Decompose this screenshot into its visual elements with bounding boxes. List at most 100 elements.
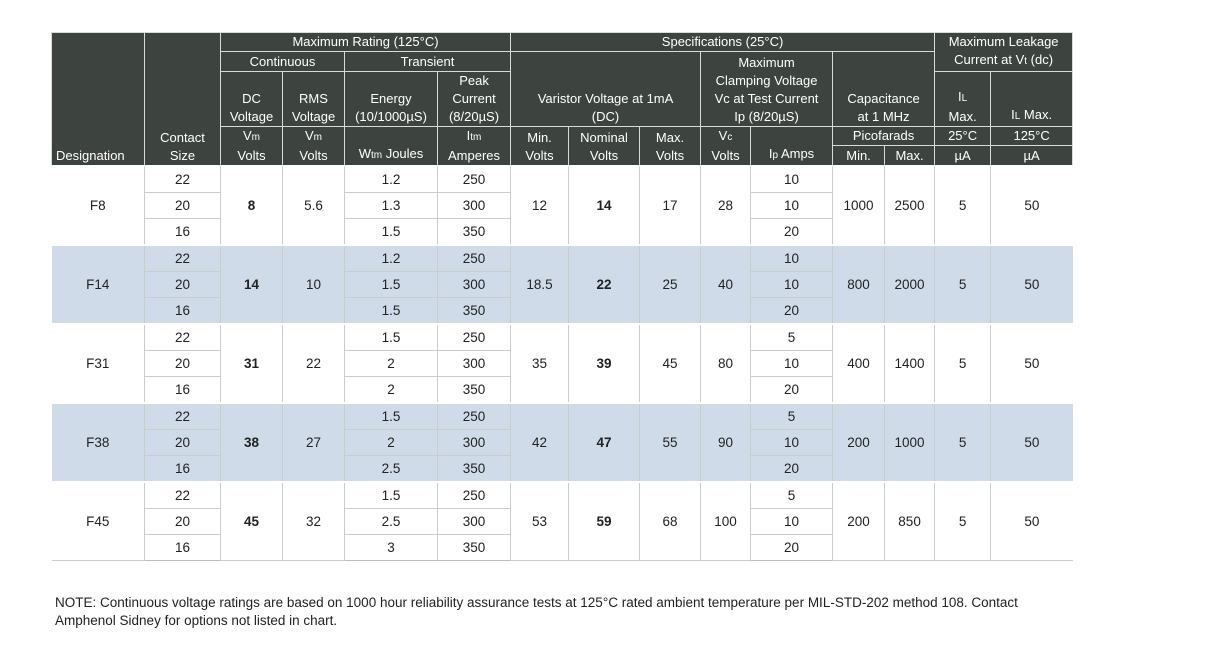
cell-contact-size: 20 bbox=[144, 429, 221, 456]
cell-peak-current: 300 bbox=[436, 192, 512, 219]
cell-ip-amps: 20 bbox=[750, 297, 833, 325]
cell-cap-min: 800 bbox=[832, 244, 886, 325]
cell-energy: 2 bbox=[344, 429, 438, 456]
cell-energy: 2.5 bbox=[344, 455, 438, 483]
unit-vm-dc: Vm Volts bbox=[220, 126, 283, 167]
cell-ip-amps: 10 bbox=[750, 165, 834, 193]
cell-energy: 1.5 bbox=[344, 271, 438, 298]
cell-peak-current: 350 bbox=[436, 455, 512, 483]
cell-contact-size: 22 bbox=[144, 481, 221, 509]
cell-il-125: 50 bbox=[990, 402, 1073, 483]
col-transient: Transient bbox=[343, 51, 512, 72]
cell-contact-size: 22 bbox=[144, 244, 221, 272]
table-row: 20 2.5 300 10 bbox=[52, 508, 1073, 535]
col-max-clamping: Maximum Clamping Voltage Vc at Test Curren… bbox=[700, 51, 834, 127]
table-row: 20 2 300 10 bbox=[52, 429, 1073, 456]
cell-peak-current: 250 bbox=[436, 402, 512, 430]
cell-peak-current: 350 bbox=[436, 534, 512, 561]
cell-il-25: 5 bbox=[934, 481, 992, 561]
cell-clamping-vc: 80 bbox=[700, 323, 752, 404]
cell-contact-size: 16 bbox=[144, 455, 221, 483]
table-row: F8 22 8 5.6 1.2 250 12 14 17 28 10 1000 2500 5 50 bbox=[51, 165, 1073, 246]
cell-clamping-vc: 90 bbox=[700, 402, 752, 483]
cell-peak-current: 300 bbox=[436, 429, 512, 456]
cell-contact-size: 16 bbox=[144, 534, 221, 561]
table-row: F14 22 14 10 1.2 250 18.5 22 25 40 10 800 2000 5 50 bbox=[51, 244, 1073, 325]
col-max-rating: Maximum Rating (125°C) bbox=[219, 32, 512, 52]
unit-itm-amperes: Itm Amperes bbox=[436, 126, 512, 167]
cell-contact-size: 16 bbox=[144, 297, 221, 325]
table-row: 16 3 350 20 bbox=[52, 534, 1073, 561]
col-il-max-25: IL Max. bbox=[934, 71, 992, 127]
cell-contact-size: 22 bbox=[144, 402, 221, 430]
col-varistor-voltage: Varistor Voltage at 1mA (DC) bbox=[510, 51, 702, 127]
cell-cap-max: 2500 bbox=[884, 165, 936, 246]
unit-cap-min: Min. bbox=[832, 145, 886, 167]
cell-peak-current: 350 bbox=[436, 297, 512, 325]
cell-varistor-max: 68 bbox=[639, 481, 702, 561]
cell-il-25: 5 bbox=[934, 165, 992, 246]
cell-ip-amps: 10 bbox=[750, 429, 833, 456]
unit-ua-125: µA bbox=[990, 145, 1074, 167]
cell-varistor-min: 12 bbox=[510, 165, 570, 246]
cell-ip-amps: 5 bbox=[750, 481, 834, 509]
table-row: 20 1.3 300 10 bbox=[52, 192, 1073, 219]
unit-cap-max: Max. bbox=[884, 145, 936, 167]
unit-nominal-volts: Nominal Volts bbox=[568, 126, 641, 167]
cell-varistor-nominal: 47 bbox=[568, 402, 641, 483]
footnote: NOTE: Continuous voltage ratings are bas… bbox=[55, 595, 1018, 628]
unit-picofarads: Picofarads bbox=[832, 125, 936, 147]
table-row: 16 1.5 350 20 bbox=[52, 218, 1073, 246]
table-row: 16 2.5 350 20 bbox=[52, 455, 1073, 483]
varistor-spec-table: Designation Contact Size Maximum Rating (… bbox=[51, 32, 1074, 561]
cell-il-25: 5 bbox=[934, 244, 992, 325]
cell-peak-current: 350 bbox=[436, 376, 512, 404]
cell-contact-size: 16 bbox=[144, 218, 221, 246]
cell-designation: F14 bbox=[51, 244, 145, 325]
col-continuous: Continuous bbox=[220, 51, 345, 72]
cell-rms-voltage: 27 bbox=[282, 402, 345, 483]
col-il-max-125: IL Max. bbox=[990, 71, 1074, 127]
col-designation: Designation bbox=[51, 32, 145, 167]
unit-temp-25: 25°C bbox=[934, 125, 992, 147]
cell-contact-size: 20 bbox=[144, 271, 221, 298]
cell-designation: F8 bbox=[51, 165, 145, 246]
cell-designation: F45 bbox=[51, 481, 145, 561]
cell-cap-min: 200 bbox=[832, 481, 886, 561]
cell-contact-size: 20 bbox=[144, 350, 221, 377]
cell-dc-voltage: 31 bbox=[220, 323, 283, 404]
cell-designation: F31 bbox=[51, 323, 145, 404]
table-row: F31 22 31 22 1.5 250 35 39 45 80 5 400 1400 5 50 bbox=[51, 323, 1073, 404]
cell-peak-current: 300 bbox=[436, 271, 512, 298]
cell-varistor-min: 18.5 bbox=[510, 244, 570, 325]
table-row: 16 2 350 20 bbox=[52, 376, 1073, 404]
cell-energy: 1.5 bbox=[344, 402, 438, 430]
cell-il-125: 50 bbox=[990, 165, 1073, 246]
cell-rms-voltage: 5.6 bbox=[282, 165, 345, 246]
cell-cap-max: 1400 bbox=[884, 323, 936, 404]
cell-dc-voltage: 8 bbox=[220, 165, 283, 246]
cell-cap-max: 850 bbox=[884, 481, 936, 561]
cell-cap-max: 1000 bbox=[884, 402, 936, 483]
cell-ip-amps: 20 bbox=[750, 534, 833, 561]
cell-clamping-vc: 40 bbox=[700, 244, 752, 325]
cell-energy: 2.5 bbox=[344, 508, 438, 535]
cell-varistor-min: 53 bbox=[510, 481, 570, 561]
unit-vm-rms: Vm Volts bbox=[282, 126, 345, 167]
spec-table-body: F8 22 8 5.6 1.2 250 12 14 17 28 10 1000 2500 5 50 20 1.3… bbox=[51, 165, 1073, 561]
table-row: 20 1.5 300 10 bbox=[52, 271, 1073, 298]
cell-contact-size: 20 bbox=[144, 192, 221, 219]
cell-energy: 1.5 bbox=[344, 481, 438, 509]
col-dc-voltage: DC Voltage bbox=[220, 71, 283, 127]
cell-rms-voltage: 22 bbox=[282, 323, 345, 404]
unit-ip-amps: Ip Amps bbox=[750, 126, 834, 167]
cell-ip-amps: 10 bbox=[750, 192, 833, 219]
cell-il-125: 50 bbox=[990, 244, 1073, 325]
cell-varistor-nominal: 59 bbox=[568, 481, 641, 561]
cell-ip-amps: 10 bbox=[750, 271, 833, 298]
cell-peak-current: 300 bbox=[436, 508, 512, 535]
cell-dc-voltage: 38 bbox=[220, 402, 283, 483]
cell-energy: 1.5 bbox=[344, 297, 438, 325]
cell-peak-current: 250 bbox=[436, 244, 512, 272]
cell-contact-size: 20 bbox=[144, 508, 221, 535]
